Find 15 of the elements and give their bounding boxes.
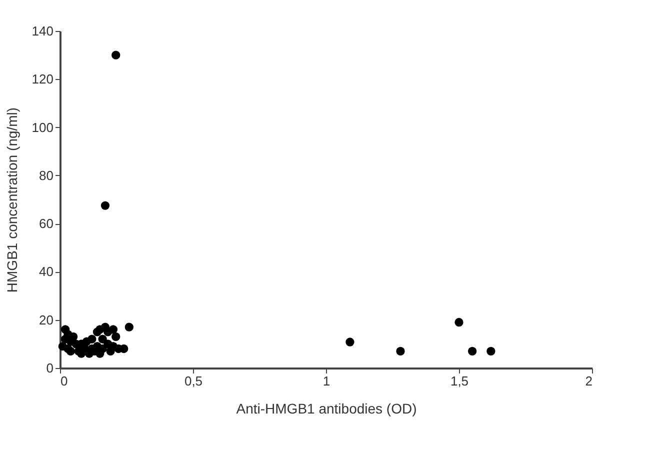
- y-tick-label: 80: [39, 168, 54, 183]
- x-tick-label: 1,5: [450, 374, 469, 388]
- x-tick-label: 0: [60, 374, 68, 388]
- y-tick-label: 60: [39, 216, 54, 232]
- x-tick-label: 2: [585, 374, 592, 388]
- x-tick-label: 0,5: [184, 374, 203, 388]
- y-tick-label: 120: [32, 72, 54, 87]
- y-axis-title: HMGB1 concentration (ng/ml): [4, 107, 20, 293]
- x-axis-title: Anti-HMGB1 antibodies (OD): [236, 400, 417, 416]
- y-tick-label: 40: [39, 264, 54, 280]
- y-tick-label: 140: [32, 24, 54, 38]
- y-tick-label: 0: [46, 360, 54, 376]
- y-tick-label: 20: [39, 312, 54, 328]
- y-tick-label: 100: [32, 120, 54, 135]
- x-tick-label: 1: [322, 374, 330, 388]
